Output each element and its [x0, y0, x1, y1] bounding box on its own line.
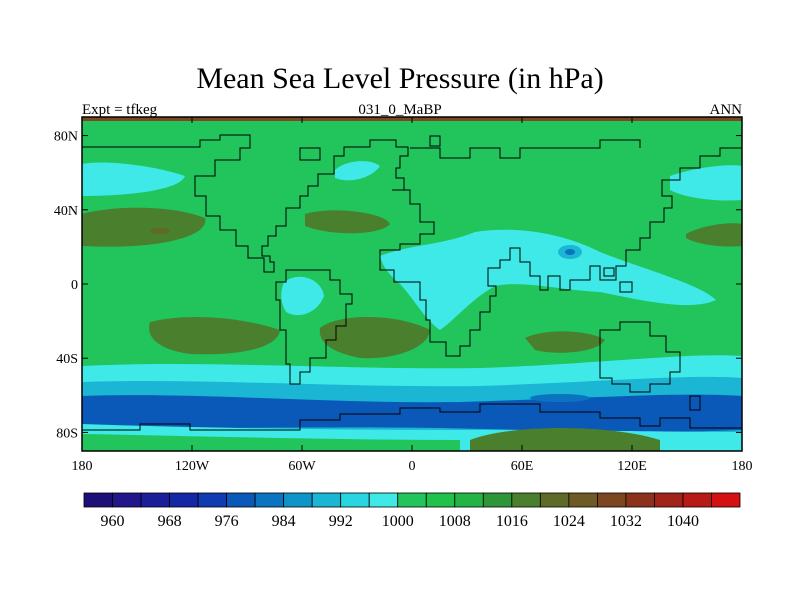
coast-greenland: [299, 147, 321, 161]
coast-antarctica: [82, 403, 742, 431]
field-high-north-atlantic: [305, 210, 390, 234]
colorbar-box: [397, 492, 427, 508]
x-tick-label: 180: [732, 459, 753, 474]
coast-islands-se-asia: [603, 267, 633, 293]
colorbar-box: [654, 492, 684, 508]
colorbar-label: 1032: [610, 513, 642, 530]
coast-arctic: [410, 139, 641, 159]
x-tick-label: 120E: [617, 459, 647, 474]
field-low-asia-core: [565, 249, 575, 255]
x-tick-label: 180: [72, 459, 93, 474]
colorbar-label: 984: [272, 513, 296, 530]
coastlines: [82, 134, 742, 431]
colorbar-box: [711, 492, 741, 508]
colorbar-box: [140, 492, 170, 508]
y-tick-label: 80S: [56, 426, 78, 441]
coast-south-america: [275, 269, 353, 385]
colorbar-box: [682, 492, 712, 508]
coast-island: [429, 135, 441, 147]
season-label: ANN: [709, 102, 743, 118]
colorbar-box: [283, 492, 313, 508]
x-tick-label: 0: [409, 459, 416, 474]
field-layer: [82, 117, 742, 451]
experiment-label: Expt = tfkeg: [82, 102, 158, 118]
coast-eurasia-africa: [379, 147, 742, 357]
colorbar-box: [226, 492, 256, 508]
colorbar-box: [625, 492, 655, 508]
field-high-north-east: [686, 223, 742, 247]
colorbar-label: 1024: [553, 513, 585, 530]
field-low-north-east: [670, 165, 742, 201]
map-title: Mean Sea Level Pressure (in hPa): [196, 62, 604, 95]
x-axis: 180 120W 60W 0 60E 120E 180: [72, 117, 753, 474]
colorbar-label: 1016: [496, 513, 528, 530]
coast-australia: [599, 321, 681, 393]
field-low-south-america: [281, 276, 324, 316]
field-low-north-pacific: [82, 162, 185, 196]
colorbar-box: [169, 492, 199, 508]
colorbar-label: 992: [329, 513, 353, 530]
field-high-south-pacific: [149, 316, 280, 355]
y-tick-label: 80N: [54, 130, 78, 145]
time-label: 031_0_MaBP: [358, 102, 442, 118]
x-tick-label: 120W: [175, 459, 210, 474]
colorbar-label: 1000: [382, 513, 414, 530]
field-high-antarctic: [470, 428, 660, 451]
y-axis: 80N 40N 0 40S 80S: [54, 130, 742, 441]
field-high-north-pacific: [82, 207, 206, 247]
x-tick-label: 60E: [511, 459, 534, 474]
colorbar-box: [368, 492, 399, 508]
colorbar-label: 968: [158, 513, 182, 530]
field-antarctic-green: [82, 434, 460, 451]
colorbar: 960 968 976 984 992 1000 1008 1016 1024 1032 1040: [83, 492, 741, 530]
colorbar-box: [311, 492, 342, 508]
coast-new-zealand: [689, 395, 701, 411]
y-tick-label: 40S: [56, 352, 78, 367]
colorbar-box: [482, 492, 513, 508]
colorbar-box: [112, 492, 142, 508]
colorbar-box: [539, 492, 570, 508]
colorbar-box: [83, 492, 113, 508]
colorbar-box: [197, 492, 228, 508]
colorbar-box: [340, 492, 370, 508]
field-high-north-pacific-core: [150, 228, 170, 234]
colorbar-box: [568, 492, 598, 508]
field-low-north-atlantic: [335, 161, 380, 181]
colorbar-label: 960: [101, 513, 125, 530]
field-low-band-patch: [530, 394, 590, 402]
colorbar-box: [511, 492, 541, 508]
colorbar-box: [425, 492, 456, 508]
colorbar-label: 1040: [667, 513, 699, 530]
x-tick-label: 60W: [288, 459, 316, 474]
y-tick-label: 40N: [54, 204, 78, 219]
field-high-south-atlantic: [319, 316, 430, 359]
y-tick-label: 0: [71, 278, 78, 293]
coast-north-america: [82, 134, 409, 273]
field-low-band-core: [82, 394, 742, 432]
colorbar-box: [454, 492, 484, 508]
field-high-indian: [525, 331, 605, 353]
colorbar-box: [254, 492, 285, 508]
colorbar-label: 1008: [439, 513, 471, 530]
colorbar-label: 976: [215, 513, 239, 530]
colorbar-box: [596, 492, 627, 508]
